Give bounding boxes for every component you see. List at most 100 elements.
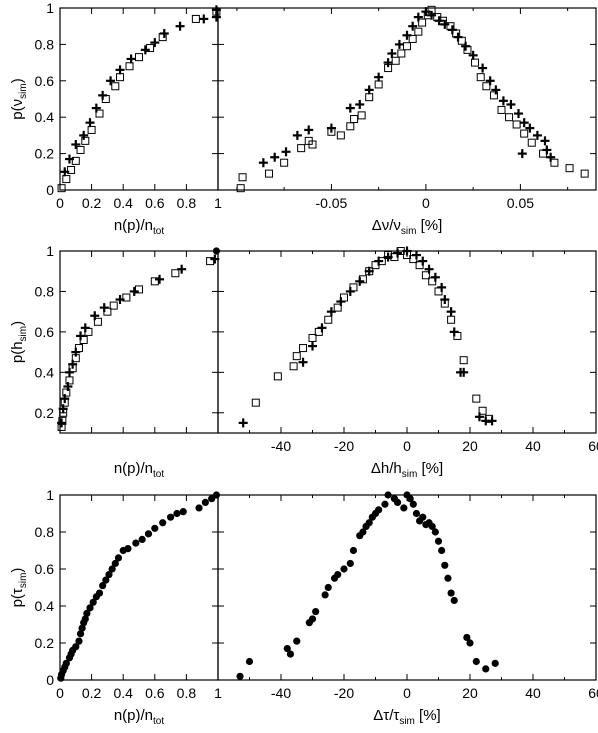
- dot-point: [400, 504, 408, 512]
- dot-point: [72, 643, 80, 651]
- dot-point: [102, 576, 110, 584]
- x-tick-label: 0.4: [113, 685, 133, 701]
- dot-point: [466, 639, 474, 647]
- plus-point: [427, 10, 437, 20]
- dot-point: [447, 589, 455, 597]
- square-point: [520, 129, 529, 138]
- plus-point: [326, 307, 336, 317]
- x-tick-label: 20: [462, 438, 478, 454]
- plus-point: [99, 303, 109, 313]
- plus-point: [519, 118, 529, 128]
- dot-point: [159, 519, 167, 527]
- plus-point: [58, 404, 68, 414]
- plus-point: [546, 152, 556, 162]
- square-point: [459, 356, 468, 365]
- x-tick-label: 0: [56, 685, 64, 701]
- dot-point: [293, 637, 301, 645]
- dot-point: [334, 570, 342, 579]
- dot-point: [359, 528, 367, 536]
- square-point: [191, 14, 200, 23]
- plus-point: [211, 12, 221, 22]
- plus-point: [387, 49, 397, 58]
- square-point: [251, 398, 260, 407]
- square-point: [527, 138, 536, 147]
- y-tick-label: 0.8: [35, 524, 55, 540]
- dot-point: [124, 545, 132, 553]
- plus-point: [446, 307, 456, 317]
- x-tick-label: -0.05: [315, 195, 347, 211]
- plus-point: [542, 145, 552, 155]
- plot-frame: [59, 7, 219, 191]
- square-point: [346, 122, 355, 131]
- plus-point: [459, 367, 469, 377]
- square-point: [57, 184, 66, 193]
- square-point: [297, 144, 306, 153]
- plus-point: [393, 248, 403, 258]
- x-tick-label: -40: [271, 438, 291, 454]
- square-point: [289, 362, 298, 371]
- square-point: [116, 73, 125, 82]
- x-tick-label: 40: [525, 685, 541, 701]
- plus-point: [68, 359, 78, 369]
- square-point: [135, 285, 143, 294]
- plus-point: [64, 154, 74, 164]
- plot-frame: [217, 7, 597, 191]
- dot-point: [409, 500, 417, 508]
- square-point: [482, 82, 491, 91]
- x-tick-label: 60: [588, 438, 598, 454]
- dot-point: [393, 498, 402, 506]
- plus-point: [364, 85, 374, 95]
- square-point: [265, 169, 274, 178]
- dot-point: [419, 513, 427, 521]
- square-point: [336, 131, 345, 140]
- square-point: [512, 120, 521, 129]
- plus-point: [408, 21, 418, 31]
- square-point: [457, 36, 466, 45]
- plus-point: [437, 282, 447, 292]
- panel-row1-right: -0.05 0 0.05 Δν/νsim [%]: [217, 5, 597, 237]
- plus-point: [449, 327, 459, 337]
- plus-point: [411, 250, 421, 260]
- x-tick-label: 0.6: [145, 195, 165, 211]
- y-tick-label: 0.6: [35, 561, 55, 577]
- plus-point: [402, 30, 412, 40]
- y-tick-label: 0.8: [35, 283, 55, 299]
- plus-point: [80, 323, 90, 333]
- dot-point: [308, 615, 317, 623]
- plus-point: [394, 39, 404, 49]
- plus-point: [468, 50, 478, 60]
- x-tick-label: 60: [588, 685, 598, 701]
- plus-point: [374, 256, 384, 266]
- dot-point: [132, 539, 140, 547]
- panel-row2-left: 0.2 0.4 0.6 0.8 1 n(p)/ntot p(hsim): [9, 243, 221, 480]
- dot-point: [99, 582, 107, 590]
- square-point: [280, 158, 289, 167]
- dot-point: [450, 596, 458, 605]
- plus-point: [304, 125, 314, 135]
- x-axis-label: n(p)/ntot: [114, 707, 165, 727]
- plus-point: [374, 72, 384, 82]
- x-tick-label: 0.05: [507, 195, 534, 211]
- dot-point: [312, 607, 320, 616]
- plus-point: [517, 149, 527, 159]
- x-tick-label: 40: [525, 438, 541, 454]
- square-point: [472, 394, 481, 403]
- x-axis-label: Δτ/τsim [%]: [373, 707, 440, 727]
- plus-point: [91, 103, 101, 113]
- plus-point: [140, 45, 150, 55]
- dot-point: [108, 565, 116, 573]
- square-point: [308, 333, 317, 342]
- square-point: [471, 58, 480, 67]
- plus-point: [177, 264, 187, 274]
- plus-point: [64, 367, 74, 377]
- dot-point: [144, 530, 153, 538]
- dot-point: [491, 659, 499, 667]
- plus-point: [434, 16, 444, 26]
- plus-point: [115, 295, 125, 305]
- plus-point: [447, 25, 457, 35]
- plus-point: [355, 99, 365, 109]
- y-tick-label: 0.4: [35, 598, 55, 614]
- y-tick-label: 0.4: [35, 364, 55, 380]
- square-point: [93, 317, 102, 326]
